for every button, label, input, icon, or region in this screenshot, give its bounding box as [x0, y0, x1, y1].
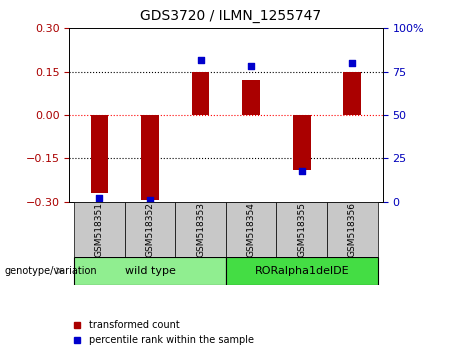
Text: GSM518355: GSM518355 [297, 202, 306, 257]
Point [197, 57, 204, 62]
Bar [242, 80, 260, 115]
Text: GSM518353: GSM518353 [196, 202, 205, 257]
Point [298, 168, 306, 173]
Point [146, 197, 154, 203]
Text: GDS3720 / ILMN_1255747: GDS3720 / ILMN_1255747 [140, 9, 321, 23]
Bar [293, 115, 311, 170]
Bar [327, 202, 378, 257]
Text: GSM518352: GSM518352 [146, 202, 154, 257]
Bar [343, 72, 361, 115]
Bar [74, 257, 226, 285]
Bar [91, 115, 108, 193]
Text: GSM518356: GSM518356 [348, 202, 357, 257]
Text: GSM518351: GSM518351 [95, 202, 104, 257]
Bar [125, 202, 175, 257]
Bar [277, 202, 327, 257]
Bar [141, 115, 159, 200]
Point [349, 60, 356, 66]
Text: genotype/variation: genotype/variation [5, 266, 97, 276]
Point [248, 64, 255, 69]
Legend: transformed count, percentile rank within the sample: transformed count, percentile rank withi… [70, 316, 258, 349]
Bar [192, 72, 209, 115]
Text: wild type: wild type [124, 266, 176, 276]
Point [96, 195, 103, 201]
Bar [226, 257, 378, 285]
Bar [175, 202, 226, 257]
Bar [74, 202, 125, 257]
Text: GSM518354: GSM518354 [247, 202, 256, 257]
Text: RORalpha1delDE: RORalpha1delDE [254, 266, 349, 276]
Bar [226, 202, 277, 257]
